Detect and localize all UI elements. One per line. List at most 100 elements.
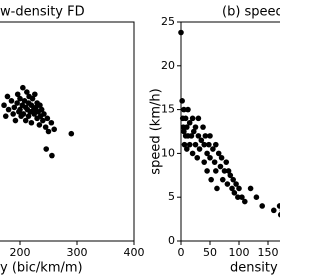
point <box>223 159 230 165</box>
point <box>196 146 203 152</box>
x-tick-label: 300 <box>67 246 88 259</box>
y-tick-label: 20 <box>161 59 175 72</box>
point <box>20 111 27 117</box>
point <box>43 146 50 152</box>
point <box>236 185 242 192</box>
point <box>227 172 234 179</box>
point <box>2 113 9 119</box>
point <box>195 115 202 122</box>
point <box>192 124 199 130</box>
x-tick-label: 400 <box>124 246 145 259</box>
point <box>213 141 219 148</box>
point <box>239 194 245 200</box>
x-tick-label: 100 <box>229 246 250 259</box>
point <box>229 185 235 192</box>
point <box>181 128 187 135</box>
point <box>277 212 280 218</box>
point <box>185 106 191 113</box>
y-tick-label: 15 <box>161 103 175 116</box>
point <box>51 126 57 133</box>
point <box>184 124 190 130</box>
x-tick-label: 50 <box>203 246 217 259</box>
point <box>38 106 45 113</box>
point <box>17 95 23 102</box>
point <box>11 104 18 111</box>
point <box>235 194 241 200</box>
y-tick-label: 0 <box>168 234 175 247</box>
point <box>188 133 195 139</box>
point <box>210 146 216 152</box>
point <box>44 115 51 122</box>
point <box>218 154 225 161</box>
point <box>22 117 29 124</box>
point <box>202 133 209 139</box>
point <box>271 207 277 214</box>
point <box>211 159 218 165</box>
point <box>179 98 185 104</box>
point <box>201 141 207 148</box>
point <box>10 111 16 117</box>
y-tick-label: 10 <box>161 146 175 159</box>
point <box>41 111 47 117</box>
point <box>1 102 7 109</box>
point <box>186 141 193 148</box>
point <box>12 117 19 124</box>
point <box>225 168 232 174</box>
point <box>178 29 184 36</box>
point <box>186 119 193 126</box>
point <box>49 152 55 159</box>
point <box>200 124 206 130</box>
x-axis-label: y (bic/km/m) <box>0 261 83 276</box>
point <box>276 203 280 209</box>
x-tick-label: 150 <box>258 246 279 259</box>
point <box>194 154 201 161</box>
point <box>184 146 190 152</box>
point <box>36 122 43 128</box>
point <box>215 150 222 157</box>
point <box>217 163 224 170</box>
x-axis-label: density <box>230 261 278 276</box>
point <box>192 141 199 148</box>
point <box>213 168 219 174</box>
point <box>247 185 254 192</box>
chart: w-density FDy (bic/km/m)200 300 400(b) spe… <box>0 5 280 276</box>
point <box>208 176 214 183</box>
point <box>259 203 266 209</box>
x-tick-label: 200 <box>10 246 31 259</box>
point <box>204 150 210 157</box>
point <box>190 128 197 135</box>
point <box>181 141 188 148</box>
point <box>32 91 38 98</box>
point <box>14 91 21 98</box>
point <box>29 95 36 102</box>
point <box>17 106 23 113</box>
y-tick-label: 5 <box>168 190 175 203</box>
y-tick-label: 25 <box>161 15 175 28</box>
point <box>45 128 52 135</box>
point <box>37 102 43 109</box>
point <box>221 168 228 174</box>
point <box>207 154 213 161</box>
x-tick-label: 0 <box>178 246 185 259</box>
point <box>253 194 260 200</box>
point <box>182 115 189 122</box>
point <box>4 93 11 100</box>
point <box>189 150 196 157</box>
point <box>219 176 226 183</box>
point <box>231 190 238 196</box>
point <box>25 113 32 119</box>
point <box>40 117 46 124</box>
point <box>5 106 12 113</box>
point <box>242 198 248 205</box>
point <box>42 124 49 130</box>
point <box>201 159 207 165</box>
point <box>189 115 196 122</box>
chart-title: w-density FD <box>0 5 85 20</box>
point <box>20 84 26 91</box>
point <box>68 130 75 137</box>
point <box>24 89 30 95</box>
point <box>230 176 236 183</box>
point <box>206 141 212 148</box>
point <box>207 133 213 139</box>
